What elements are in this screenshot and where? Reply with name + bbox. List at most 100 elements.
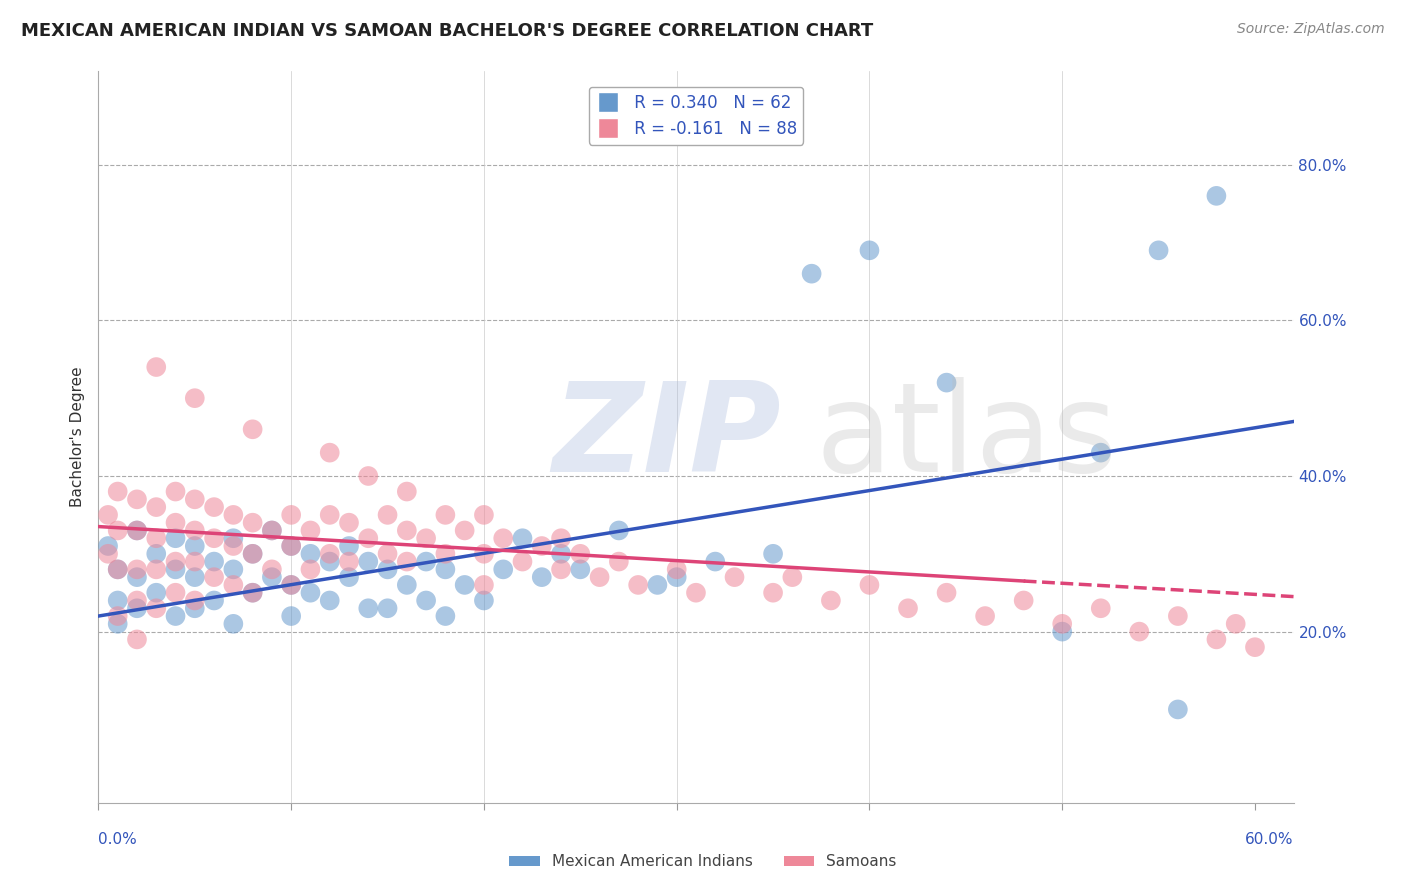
- Point: [665, 562, 688, 576]
- Point: [935, 585, 957, 599]
- Point: [107, 562, 129, 576]
- Point: [897, 601, 920, 615]
- Point: [145, 359, 167, 374]
- Point: [145, 547, 167, 561]
- Point: [125, 601, 148, 615]
- Point: [299, 585, 322, 599]
- Point: [434, 547, 457, 561]
- Point: [222, 531, 245, 545]
- Point: [145, 601, 167, 615]
- Point: [377, 547, 399, 561]
- Point: [319, 593, 342, 607]
- Point: [202, 500, 225, 515]
- Point: [165, 516, 187, 530]
- Point: [512, 555, 534, 569]
- Point: [472, 593, 495, 607]
- Point: [377, 601, 399, 615]
- Point: [762, 547, 785, 561]
- Point: [280, 578, 302, 592]
- Point: [165, 609, 187, 624]
- Point: [299, 547, 322, 561]
- Point: [107, 484, 129, 499]
- Point: [319, 445, 342, 459]
- Point: [242, 547, 264, 561]
- Point: [1050, 624, 1073, 639]
- Point: [202, 531, 225, 545]
- Point: [782, 570, 804, 584]
- Point: [723, 570, 745, 584]
- Point: [472, 508, 495, 522]
- Point: [280, 508, 302, 522]
- Legend:  R = 0.340   N = 62,  R = -0.161   N = 88: R = 0.340 N = 62, R = -0.161 N = 88: [589, 87, 803, 145]
- Point: [395, 524, 418, 538]
- Point: [530, 539, 553, 553]
- Point: [935, 376, 957, 390]
- Point: [165, 562, 187, 576]
- Point: [395, 555, 418, 569]
- Point: [762, 585, 785, 599]
- Point: [974, 609, 997, 624]
- Point: [125, 562, 148, 576]
- Text: 60.0%: 60.0%: [1246, 832, 1294, 847]
- Point: [242, 516, 264, 530]
- Point: [512, 531, 534, 545]
- Point: [107, 616, 129, 631]
- Point: [107, 593, 129, 607]
- Point: [627, 578, 650, 592]
- Point: [1167, 609, 1189, 624]
- Point: [337, 539, 360, 553]
- Point: [280, 539, 302, 553]
- Point: [858, 578, 880, 592]
- Point: [184, 391, 207, 405]
- Point: [1147, 244, 1170, 258]
- Point: [492, 562, 515, 576]
- Point: [125, 632, 148, 647]
- Point: [434, 562, 457, 576]
- Point: [377, 562, 399, 576]
- Point: [1090, 445, 1112, 459]
- Legend: Mexican American Indians, Samoans: Mexican American Indians, Samoans: [503, 848, 903, 875]
- Point: [800, 267, 823, 281]
- Point: [222, 539, 245, 553]
- Point: [1050, 616, 1073, 631]
- Point: [569, 562, 592, 576]
- Y-axis label: Bachelor's Degree: Bachelor's Degree: [70, 367, 86, 508]
- Point: [184, 539, 207, 553]
- Point: [665, 570, 688, 584]
- Point: [242, 585, 264, 599]
- Text: atlas: atlas: [815, 376, 1118, 498]
- Point: [107, 609, 129, 624]
- Point: [184, 570, 207, 584]
- Text: ZIP: ZIP: [553, 376, 782, 498]
- Point: [145, 585, 167, 599]
- Point: [299, 562, 322, 576]
- Point: [415, 555, 437, 569]
- Point: [530, 570, 553, 584]
- Point: [202, 593, 225, 607]
- Point: [145, 531, 167, 545]
- Point: [125, 524, 148, 538]
- Point: [97, 547, 120, 561]
- Point: [1205, 632, 1227, 647]
- Point: [184, 593, 207, 607]
- Point: [222, 508, 245, 522]
- Point: [1225, 616, 1247, 631]
- Point: [415, 593, 437, 607]
- Point: [280, 578, 302, 592]
- Point: [184, 492, 207, 507]
- Point: [260, 562, 283, 576]
- Point: [685, 585, 707, 599]
- Point: [569, 547, 592, 561]
- Point: [858, 244, 880, 258]
- Point: [222, 616, 245, 631]
- Point: [550, 531, 572, 545]
- Point: [319, 547, 342, 561]
- Point: [125, 492, 148, 507]
- Point: [319, 508, 342, 522]
- Point: [550, 547, 572, 561]
- Point: [202, 555, 225, 569]
- Text: Source: ZipAtlas.com: Source: ZipAtlas.com: [1237, 22, 1385, 37]
- Point: [357, 601, 380, 615]
- Point: [184, 601, 207, 615]
- Text: 0.0%: 0.0%: [98, 832, 138, 847]
